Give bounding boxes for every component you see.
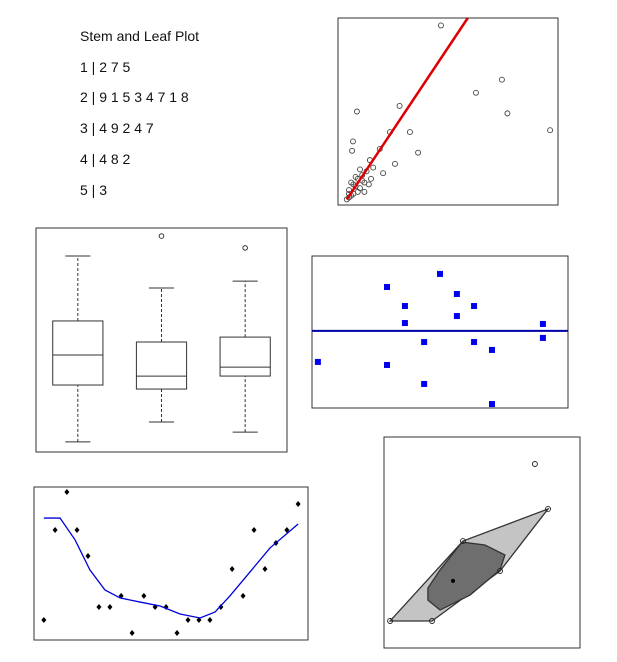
point [396, 102, 403, 109]
point [472, 89, 479, 96]
point [539, 334, 546, 341]
point [392, 160, 398, 167]
point [539, 320, 546, 327]
point [314, 358, 321, 365]
point [450, 578, 455, 583]
plot-frame [35, 227, 288, 453]
point [365, 181, 372, 188]
point [295, 500, 301, 507]
point [488, 401, 495, 408]
stem-leaf-row: 4 | 4 8 2 [80, 151, 131, 167]
point [361, 188, 368, 195]
stem-leaf-row: 3 | 4 9 2 4 7 [80, 120, 154, 136]
point [350, 138, 356, 145]
point [531, 461, 538, 467]
point [251, 526, 257, 533]
region [427, 541, 506, 611]
line [43, 517, 299, 619]
point [64, 489, 70, 496]
point [353, 108, 360, 115]
point [460, 538, 466, 544]
point [207, 616, 213, 623]
point [471, 303, 478, 310]
point [453, 291, 460, 297]
point [174, 629, 180, 636]
point [406, 129, 413, 136]
point [380, 170, 387, 177]
point [343, 196, 350, 203]
point [357, 166, 363, 173]
point [545, 506, 552, 512]
point [471, 339, 478, 346]
point [41, 616, 47, 623]
point [384, 284, 391, 291]
stem-leaf-title: Stem and Leaf Plot [80, 28, 199, 44]
line [345, 17, 469, 201]
stem-leaf-row: 1 | 2 7 5 [80, 59, 131, 75]
point [370, 164, 377, 171]
point [85, 553, 91, 560]
point [384, 361, 391, 368]
point [415, 149, 422, 156]
outlier [242, 245, 248, 251]
point [429, 618, 435, 624]
point [401, 303, 408, 310]
point [218, 603, 224, 610]
point [498, 76, 505, 83]
box [219, 336, 271, 377]
point [262, 566, 268, 573]
point [368, 175, 374, 182]
point [387, 618, 394, 624]
point [453, 313, 460, 320]
point [240, 592, 246, 599]
point [52, 526, 58, 533]
plot-frame [383, 436, 581, 649]
point [129, 629, 135, 636]
point [349, 147, 356, 154]
point [96, 603, 102, 610]
point [547, 127, 554, 134]
point [354, 188, 361, 195]
point [437, 270, 443, 277]
point [352, 173, 359, 180]
outlier [158, 233, 165, 239]
point [141, 592, 147, 599]
point [229, 566, 235, 573]
plot-frame [33, 486, 309, 641]
point [421, 339, 428, 346]
point [346, 187, 352, 193]
point [185, 616, 191, 623]
point [284, 526, 290, 533]
stem-leaf-row: 2 | 9 1 5 3 4 7 1 8 [80, 89, 189, 105]
point [107, 603, 113, 610]
point [497, 568, 503, 574]
point [421, 380, 428, 387]
point [504, 110, 511, 117]
point [74, 526, 80, 533]
point [488, 346, 495, 353]
plot-frame [337, 17, 559, 206]
plot-frame [311, 255, 569, 409]
point [438, 22, 444, 29]
box [52, 320, 104, 386]
point [401, 320, 408, 327]
box [135, 341, 188, 390]
stem-leaf-row: 5 | 3 [80, 182, 107, 198]
